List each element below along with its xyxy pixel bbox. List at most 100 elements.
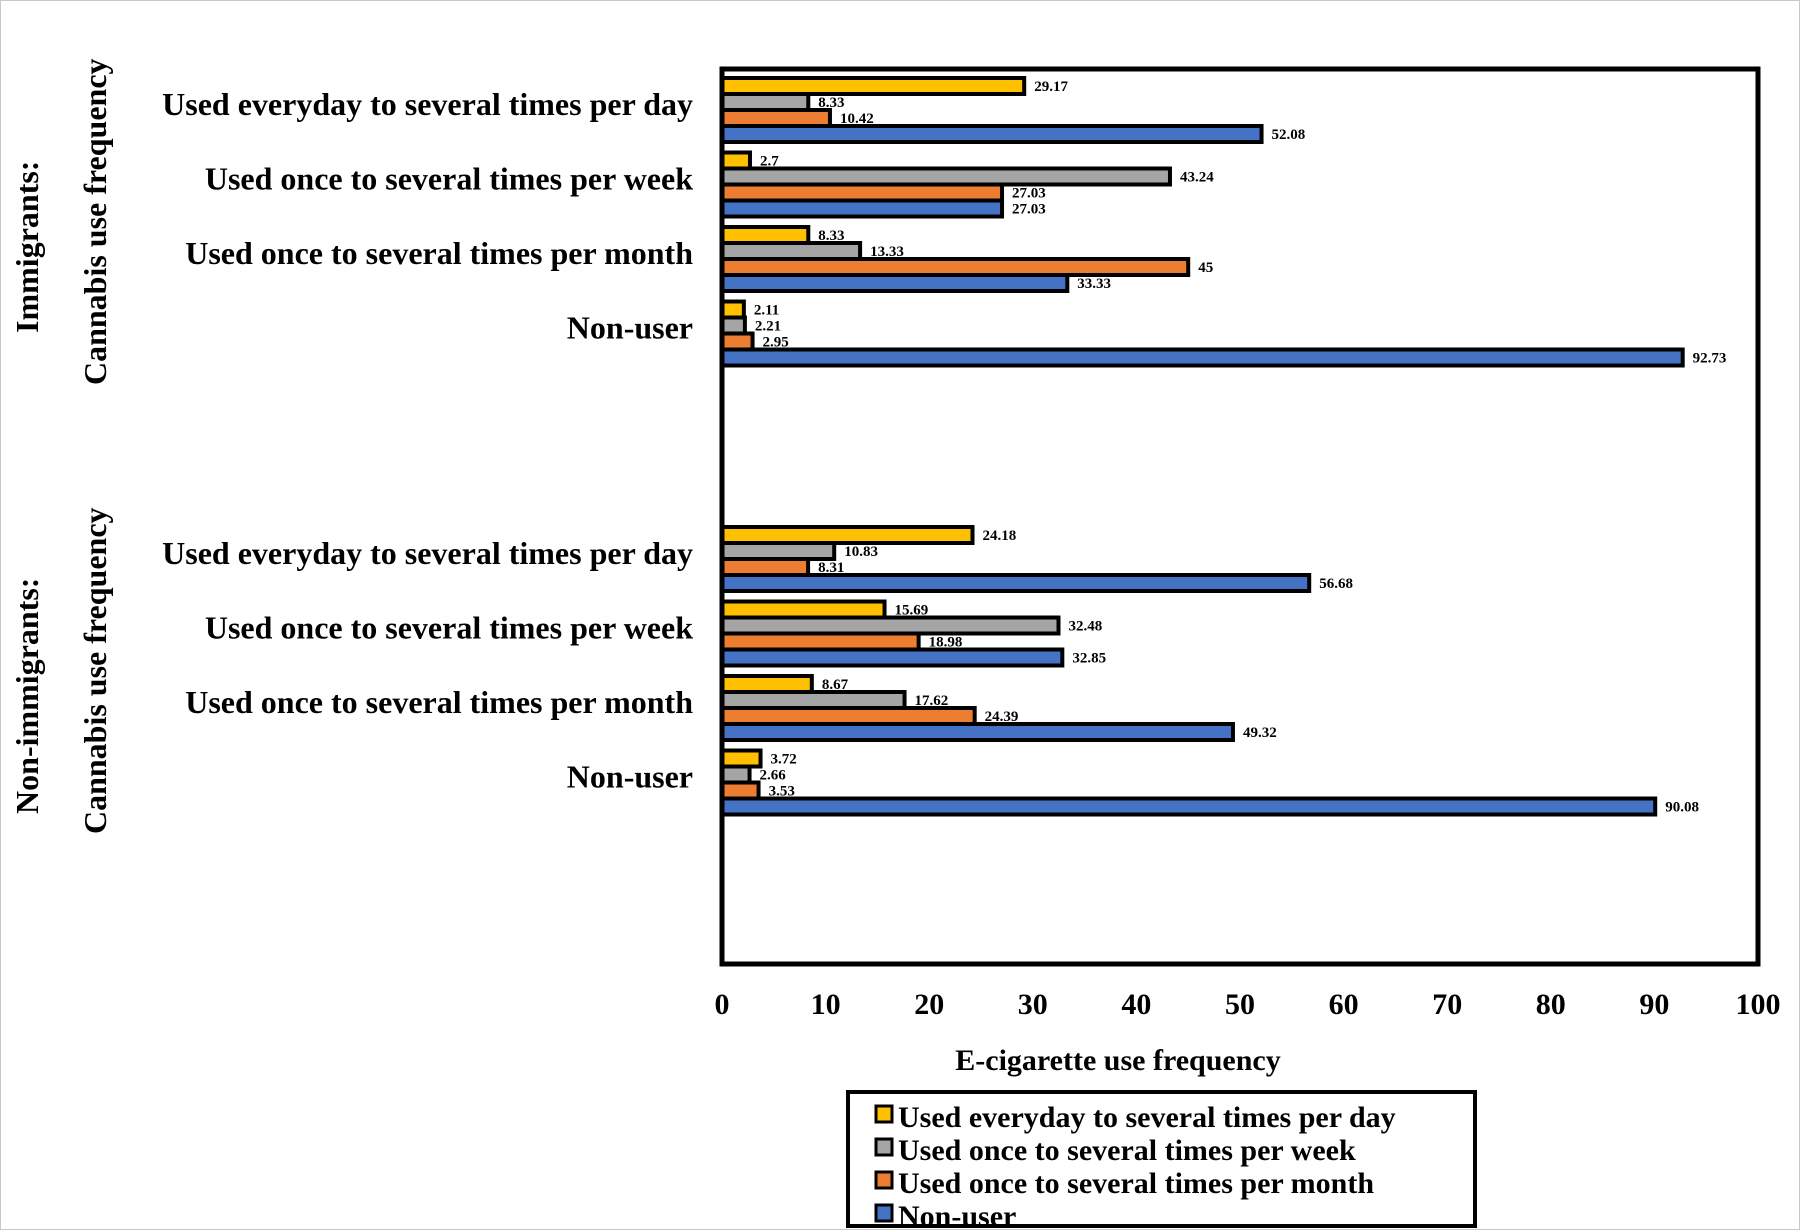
bar-non-immigrants-used-once-to-several-times-per-month <box>720 780 761 801</box>
bar-non-immigrants-used-once-to-several-times-per-week <box>720 690 907 710</box>
bars-layer <box>720 76 1685 817</box>
x-tick-label: 100 <box>1736 988 1781 1021</box>
bar-non-immigrants-used-once-to-several-times-per-month <box>720 706 977 726</box>
bar-immigrants-used-everyday-to-several-times-per-day <box>720 225 811 245</box>
bar-non-immigrants-used-once-to-several-times-per-week <box>720 764 752 785</box>
bar-non-immigrants-non-user <box>720 647 1065 668</box>
bar-value-label: 33.33 <box>1077 276 1111 292</box>
bar-value-label: 29.17 <box>1034 79 1068 95</box>
non-immigrants-category-label: Used once to several times per week <box>205 610 693 646</box>
plot-area <box>719 66 1761 967</box>
x-tick-label: 80 <box>1536 988 1566 1021</box>
bar-non-immigrants-used-once-to-several-times-per-month <box>720 557 811 577</box>
x-tick-label: 30 <box>1018 988 1048 1021</box>
legend-label-non-user: Non-user <box>898 1200 1016 1230</box>
legend-swatch-non-user <box>874 1203 894 1223</box>
legend-label-used-once-to-several-times-per-week: Used once to several times per week <box>898 1134 1356 1167</box>
x-tick-label: 0 <box>715 988 730 1021</box>
bar-value-label: 15.69 <box>895 603 929 619</box>
bar-non-immigrants-used-once-to-several-times-per-week <box>720 615 1061 636</box>
bar-immigrants-used-once-to-several-times-per-week <box>720 241 863 261</box>
bar-value-label: 56.68 <box>1319 576 1353 592</box>
legend-swatch-used-once-to-several-times-per-month <box>874 1170 894 1190</box>
legend-swatch-used-once-to-several-times-per-week <box>874 1137 894 1157</box>
legend-label-used-everyday-to-several-times-per-day: Used everyday to several times per day <box>898 1101 1396 1134</box>
bar-non-immigrants-used-everyday-to-several-times-per-day <box>720 599 887 620</box>
labels-layer: Immigrants: Cannabis use frequency Used ev… <box>9 58 1726 834</box>
bar-non-immigrants-used-everyday-to-several-times-per-day <box>720 525 975 545</box>
bar-non-immigrants-used-once-to-several-times-per-month <box>720 631 921 652</box>
bar-immigrants-used-once-to-several-times-per-month <box>720 108 832 128</box>
bar-value-label: 32.85 <box>1072 651 1106 667</box>
bar-value-label: 8.67 <box>822 677 849 693</box>
bar-value-label: 17.62 <box>915 693 949 709</box>
x-tick-label: 50 <box>1225 988 1255 1021</box>
bar-value-label: 8.33 <box>818 228 844 244</box>
bar-value-label: 3.72 <box>771 752 797 768</box>
bar-value-label: 90.08 <box>1665 800 1699 816</box>
bar-non-immigrants-used-once-to-several-times-per-week <box>720 541 837 561</box>
x-tick-label: 10 <box>811 988 841 1021</box>
bar-immigrants-used-everyday-to-several-times-per-day <box>720 299 746 320</box>
bar-immigrants-non-user <box>720 347 1685 368</box>
bar-value-label: 27.03 <box>1012 186 1046 202</box>
x-tick-label: 20 <box>914 988 944 1021</box>
x-tick-label: 60 <box>1329 988 1359 1021</box>
bar-immigrants-used-everyday-to-several-times-per-day <box>720 76 1027 96</box>
bar-value-label: 2.21 <box>755 319 781 335</box>
bar-value-label: 8.33 <box>818 95 844 111</box>
bar-non-immigrants-used-everyday-to-several-times-per-day <box>720 674 814 694</box>
legend: Used everyday to several times per dayUs… <box>846 1090 1477 1230</box>
bar-value-label: 10.42 <box>840 111 874 127</box>
legend-label-used-once-to-several-times-per-month: Used once to several times per month <box>898 1167 1374 1200</box>
bar-value-label: 2.66 <box>760 768 787 784</box>
bar-immigrants-used-once-to-several-times-per-month <box>720 182 1005 203</box>
immigrants-group-title: Immigrants: <box>9 161 45 333</box>
bar-value-label: 2.95 <box>763 335 789 351</box>
bar-value-label: 18.98 <box>929 635 963 651</box>
bar-value-label: 32.48 <box>1068 619 1102 635</box>
non-immigrants-category-label: Used everyday to several times per day <box>162 535 693 571</box>
bar-value-label: 92.73 <box>1693 351 1727 367</box>
non-immigrants-group-title: Non-immigrants: <box>9 578 45 814</box>
bar-value-label: 52.08 <box>1272 127 1306 143</box>
x-axis: 0 10 20 30 40 50 60 70 80 90 100 <box>715 988 1781 1021</box>
bar-value-label: 2.7 <box>760 154 779 170</box>
bar-value-label: 2.11 <box>754 303 779 319</box>
bar-immigrants-non-user <box>720 273 1070 293</box>
bar-value-label: 8.31 <box>818 560 844 576</box>
bar-non-immigrants-non-user <box>720 796 1658 817</box>
bar-immigrants-used-once-to-several-times-per-month <box>720 331 755 352</box>
non-immigrants-category-label: Non-user <box>567 759 693 795</box>
bar-value-label: 24.18 <box>983 528 1017 544</box>
immigrants-category-label: Used once to several times per month <box>185 235 693 271</box>
bar-value-label: 45 <box>1198 260 1213 276</box>
bar-value-label: 43.24 <box>1180 170 1214 186</box>
bar-immigrants-used-once-to-several-times-per-week <box>720 92 811 112</box>
bar-value-label: 49.32 <box>1243 725 1277 741</box>
bar-immigrants-non-user <box>720 124 1264 144</box>
legend-box <box>846 1090 1477 1228</box>
bar-non-immigrants-non-user <box>720 573 1312 593</box>
legend-swatch-used-everyday-to-several-times-per-day <box>874 1104 894 1124</box>
bar-value-label: 10.83 <box>844 544 878 560</box>
bar-immigrants-used-once-to-several-times-per-week <box>720 315 747 336</box>
bar-immigrants-used-once-to-several-times-per-week <box>720 166 1172 187</box>
immigrants-category-label: Non-user <box>567 310 693 346</box>
bar-value-label: 27.03 <box>1012 202 1046 218</box>
x-tick-label: 70 <box>1432 988 1462 1021</box>
non-immigrants-group-subtitle: Cannabis use frequency <box>77 507 113 834</box>
immigrants-category-label: Used once to several times per week <box>205 161 693 197</box>
bar-value-label: 13.33 <box>870 244 904 260</box>
bar-immigrants-used-everyday-to-several-times-per-day <box>720 150 752 171</box>
immigrants-group-subtitle: Cannabis use frequency <box>77 58 113 385</box>
x-axis-title: E-cigarette use frequency <box>955 1044 1280 1077</box>
bar-value-label: 24.39 <box>985 709 1019 725</box>
non-immigrants-category-label: Used once to several times per month <box>185 684 693 720</box>
bar-value-label: 3.53 <box>769 784 795 800</box>
bar-non-immigrants-non-user <box>720 722 1235 742</box>
bar-immigrants-used-once-to-several-times-per-month <box>720 257 1191 277</box>
x-tick-label: 40 <box>1121 988 1151 1021</box>
bar-immigrants-non-user <box>720 198 1005 219</box>
